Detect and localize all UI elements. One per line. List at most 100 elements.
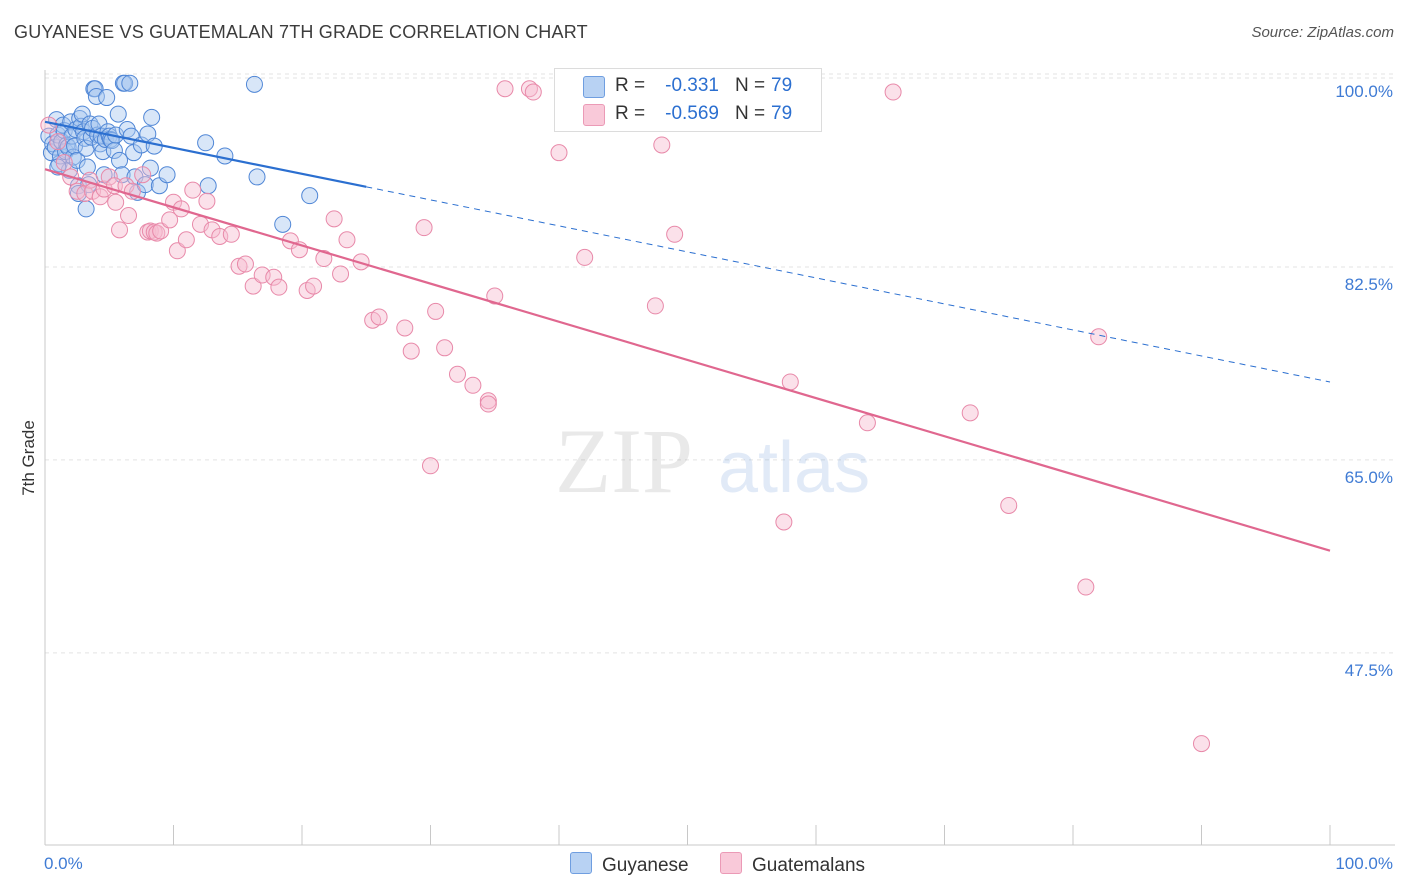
n-label: N =: [735, 75, 766, 96]
guatemalan-point: [100, 168, 118, 186]
x-tick-label: 0.0%: [44, 854, 83, 873]
r-label: R =: [615, 75, 646, 96]
guatemalan-swatch: [583, 104, 605, 126]
guatemalan-point: [858, 414, 876, 432]
guyanese-point: [109, 105, 127, 123]
guatemalan-point: [775, 513, 793, 531]
guatemalan-point: [332, 265, 350, 283]
guatemalan-point: [49, 133, 67, 151]
guatemalan-point: [961, 404, 979, 422]
guatemalan-point: [236, 255, 254, 273]
grid-lines: [45, 73, 1395, 654]
guatemalan-point: [436, 339, 454, 357]
guatemalan-point: [265, 268, 283, 286]
guatemalan-point: [524, 83, 542, 101]
chart-title: GUYANESE VS GUATEMALAN 7TH GRADE CORRELA…: [14, 22, 588, 42]
guatemalan-point: [479, 395, 497, 413]
guatemalan-legend-label: Guatemalans: [752, 855, 866, 876]
guatemalan-point: [448, 365, 466, 383]
guyanese-point: [77, 200, 95, 218]
guatemalan-trend-line: [44, 168, 1331, 552]
x-tick-label: 100.0%: [1335, 854, 1393, 873]
guyanese-point: [245, 75, 263, 93]
n-value: 79: [771, 103, 793, 124]
guatemalan-point: [111, 221, 129, 239]
r-value: -0.331: [665, 75, 719, 96]
guatemalan-point: [281, 232, 299, 250]
guatemalan-legend-swatch: [720, 852, 742, 874]
y-tick-label: 65.0%: [1345, 468, 1393, 487]
watermark: ZIP atlas: [555, 410, 870, 512]
guatemalan-point: [653, 136, 671, 154]
n-value: 79: [771, 75, 793, 96]
guyanese-legend-swatch: [570, 852, 592, 874]
legend-row-guyanese: R = -0.331 N = 79: [555, 73, 821, 99]
guyanese-point: [301, 187, 319, 205]
guatemalan-point: [161, 211, 179, 229]
guatemalan-point: [230, 257, 248, 275]
guatemalan-point: [370, 308, 388, 326]
n-label: N =: [735, 103, 766, 124]
guyanese-point: [248, 168, 266, 186]
guatemalan-points: [40, 80, 1210, 753]
guatemalan-point: [576, 248, 594, 266]
guatemalan-point: [646, 297, 664, 315]
trend-lines: [44, 120, 1331, 552]
guyanese-point: [143, 108, 161, 126]
guatemalan-point: [1090, 328, 1108, 346]
correlation-legend: R = -0.331 N = 79 R = -0.569 N = 79: [554, 68, 822, 132]
guatemalan-point: [402, 342, 420, 360]
guatemalan-point: [1000, 496, 1018, 514]
guatemalan-point: [496, 80, 514, 98]
guyanese-point: [116, 74, 134, 92]
guatemalan-point: [315, 250, 333, 268]
guyanese-point: [68, 151, 86, 169]
guyanese-swatch: [583, 76, 605, 98]
guatemalan-point: [134, 166, 152, 184]
guatemalan-point: [152, 222, 170, 240]
legend-item-guatemalans[interactable]: Guatemalans: [720, 852, 865, 877]
guyanese-legend-label: Guyanese: [602, 855, 689, 876]
legend-row-guatemalans: R = -0.569 N = 79: [555, 101, 821, 127]
guatemalan-point: [91, 188, 109, 206]
guatemalan-point: [415, 219, 433, 237]
guatemalan-point: [666, 225, 684, 243]
guatemalan-point: [427, 302, 445, 320]
guyanese-point: [111, 151, 129, 169]
watermark-atlas: atlas: [718, 428, 870, 508]
axis-labels: 100.0% 82.5% 65.0% 47.5% 0.0% 100.0% 7th Grade: [19, 82, 1393, 873]
guatemalan-point: [184, 181, 202, 199]
guatemalan-point: [1193, 735, 1210, 753]
guyanese-point: [78, 158, 96, 176]
y-tick-label: 47.5%: [1345, 661, 1393, 680]
guyanese-point: [98, 89, 116, 107]
guatemalan-point: [396, 319, 414, 337]
guatemalan-point: [177, 231, 195, 249]
guatemalan-point: [486, 287, 504, 305]
guatemalan-point: [1077, 578, 1095, 596]
guatemalan-point: [55, 154, 73, 172]
y-tick-label: 100.0%: [1335, 82, 1393, 101]
guatemalan-point: [40, 116, 58, 134]
y-tick-label: 82.5%: [1345, 275, 1393, 294]
guatemalan-point: [107, 193, 125, 211]
guatemalan-point: [550, 144, 568, 162]
y-axis-label: 7th Grade: [19, 420, 38, 496]
r-value: -0.569: [665, 103, 719, 124]
guyanese-point: [199, 177, 217, 195]
guyanese-trend-line: [44, 120, 367, 188]
r-label: R =: [615, 103, 646, 124]
legend-item-guyanese[interactable]: Guyanese: [570, 852, 689, 877]
guatemalan-point: [781, 373, 799, 391]
guyanese-point: [197, 134, 215, 152]
guatemalan-point: [305, 277, 323, 295]
guatemalan-point: [120, 207, 138, 225]
guatemalan-point: [244, 277, 262, 295]
guatemalan-point: [168, 242, 186, 260]
guatemalan-point: [338, 231, 356, 249]
guatemalan-point: [884, 83, 902, 101]
guyanese-point: [121, 74, 139, 92]
guatemalan-point: [325, 210, 343, 228]
watermark-zip: ZIP: [555, 410, 693, 512]
